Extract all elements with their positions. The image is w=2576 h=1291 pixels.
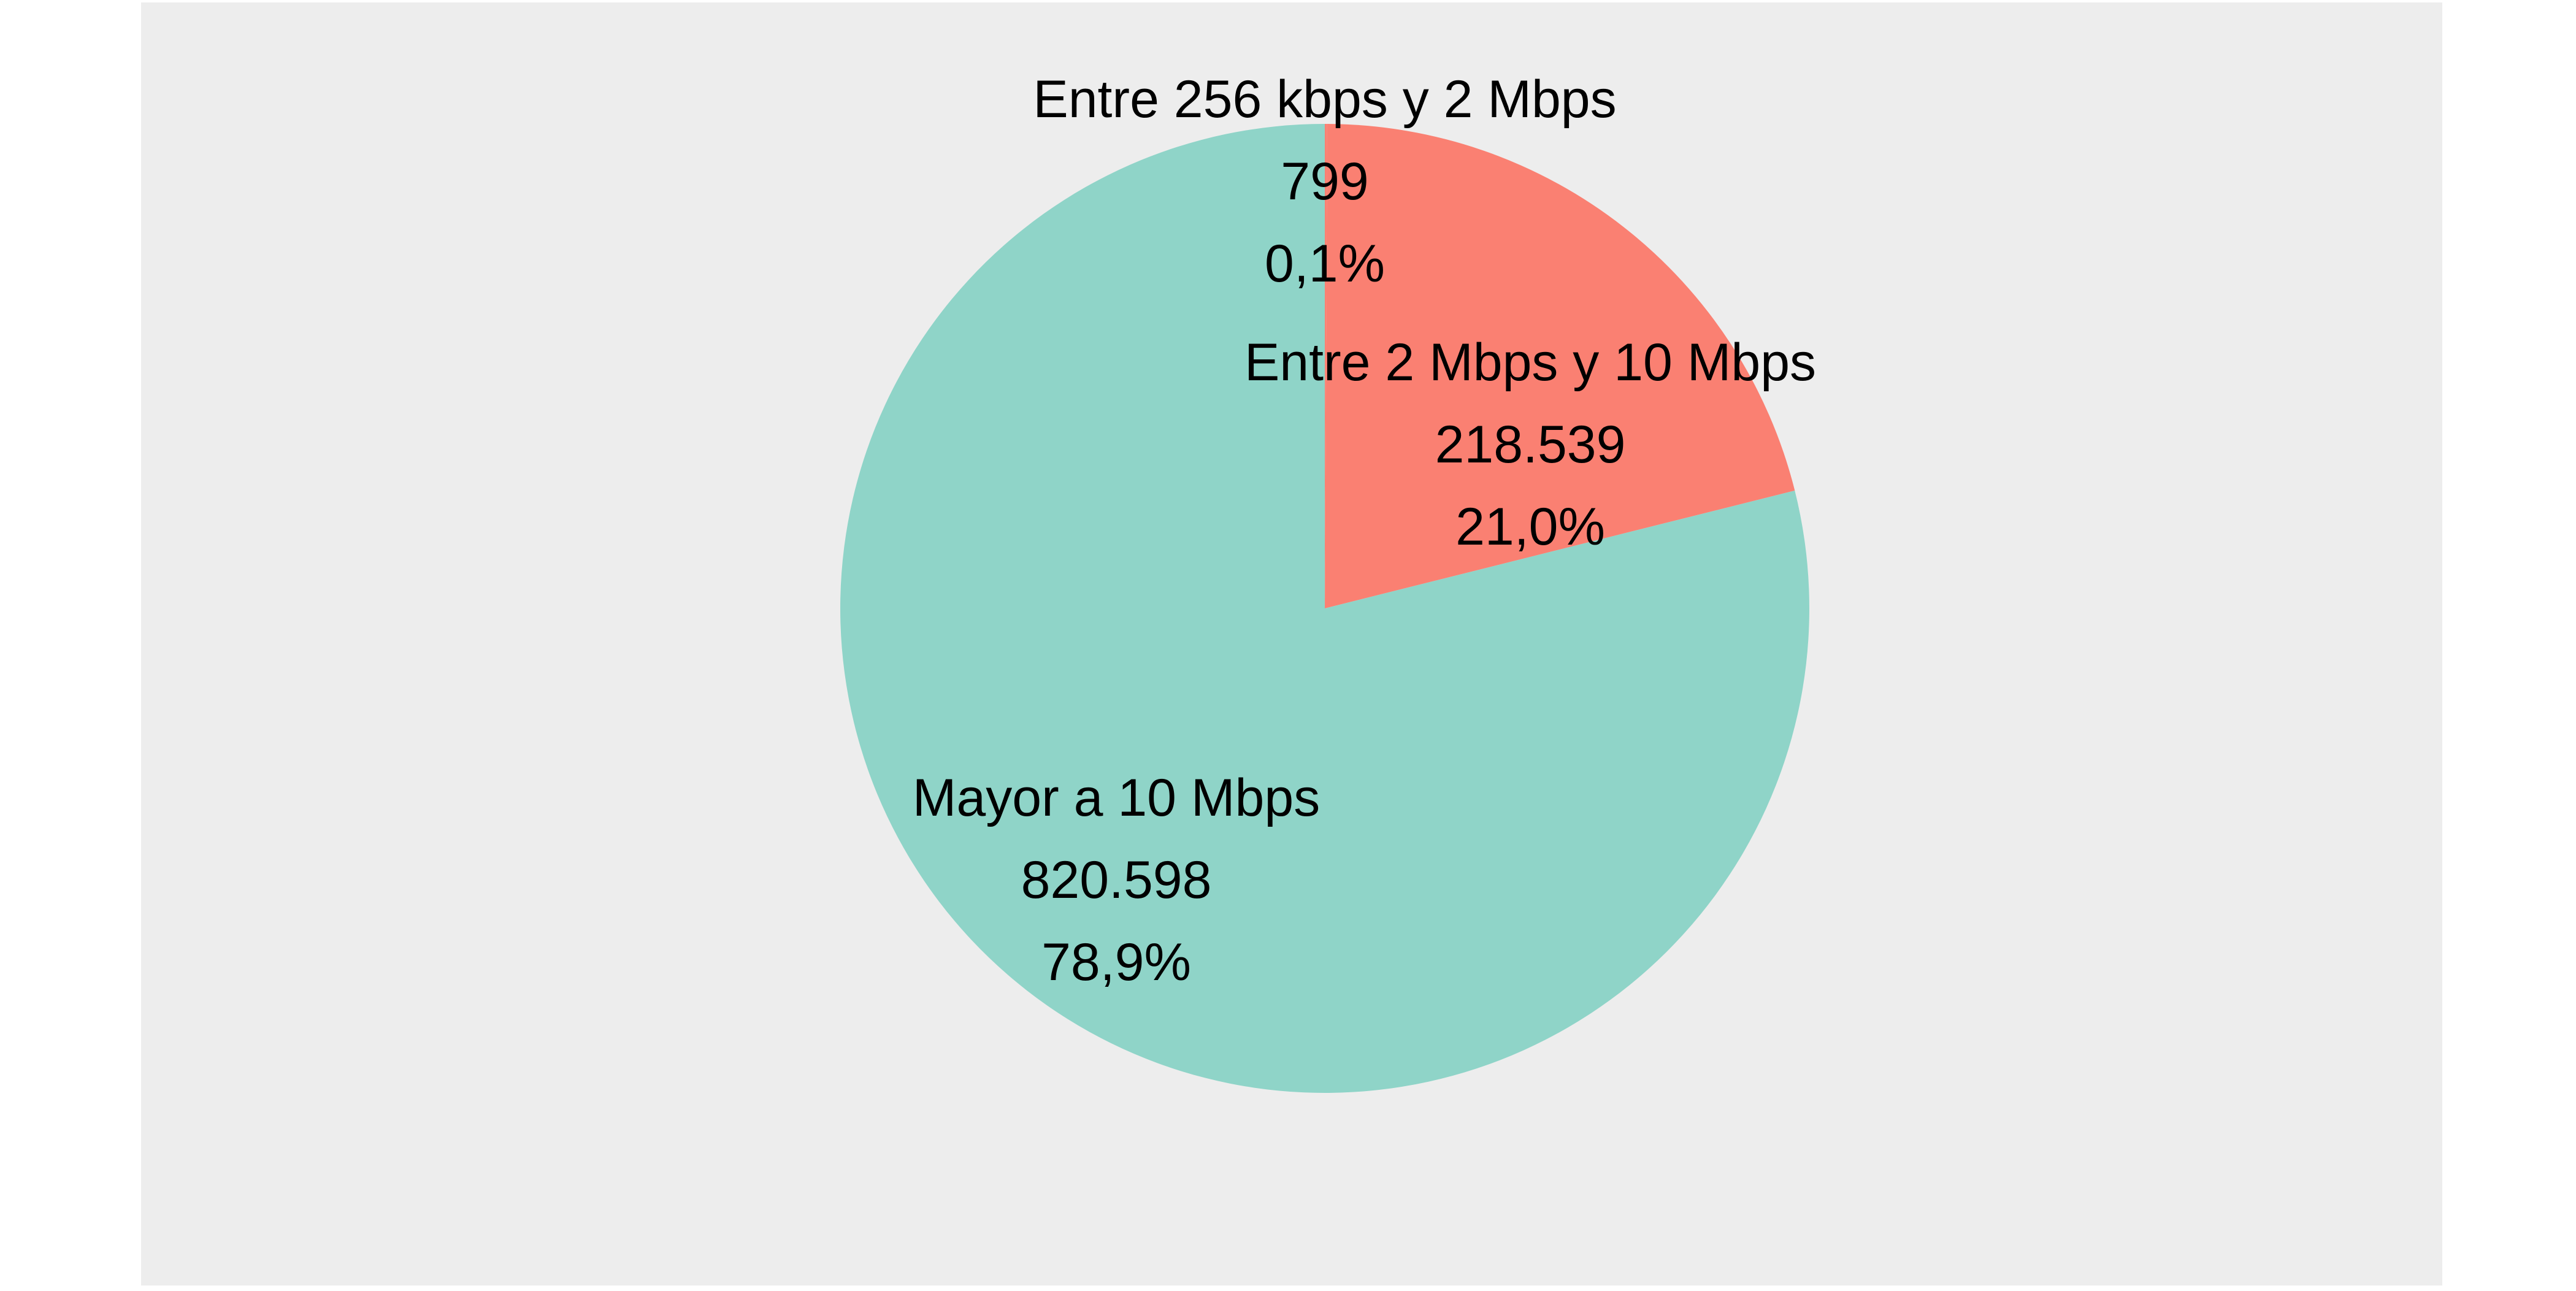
slice-value-label-2: 218.539: [1435, 415, 1626, 474]
slice-percent-label-3: 78,9%: [1041, 933, 1191, 992]
slice-value-label-1: 799: [1281, 152, 1369, 211]
pie-slices: [840, 124, 1809, 1093]
slice-label-2: Entre 2 Mbps y 10 Mbps: [1244, 333, 1816, 392]
slice-label-1: Entre 256 kbps y 2 Mbps: [1033, 70, 1616, 129]
pie-slice-3: [840, 124, 1809, 1093]
pie-slice-2: [1325, 124, 1795, 608]
slice-label-3: Mayor a 10 Mbps: [913, 768, 1320, 827]
slice-percent-label-1: 0,1%: [1265, 234, 1385, 293]
pie-labels: Entre 256 kbps y 2 Mbps 799 0,1% Entre 2 Mb…: [913, 70, 1816, 992]
pie-slice-1: [1325, 124, 1327, 608]
slice-value-label-3: 820.598: [1021, 851, 1212, 910]
slice-percent-label-2: 21,0%: [1455, 497, 1605, 556]
slice-label-group-1: Entre 256 kbps y 2 Mbps 799 0,1%: [1033, 70, 1616, 293]
slice-label-group-2: Entre 2 Mbps y 10 Mbps 218.539 21,0%: [1244, 333, 1816, 556]
slice-label-group-3: Mayor a 10 Mbps 820.598 78,9%: [913, 768, 1320, 992]
